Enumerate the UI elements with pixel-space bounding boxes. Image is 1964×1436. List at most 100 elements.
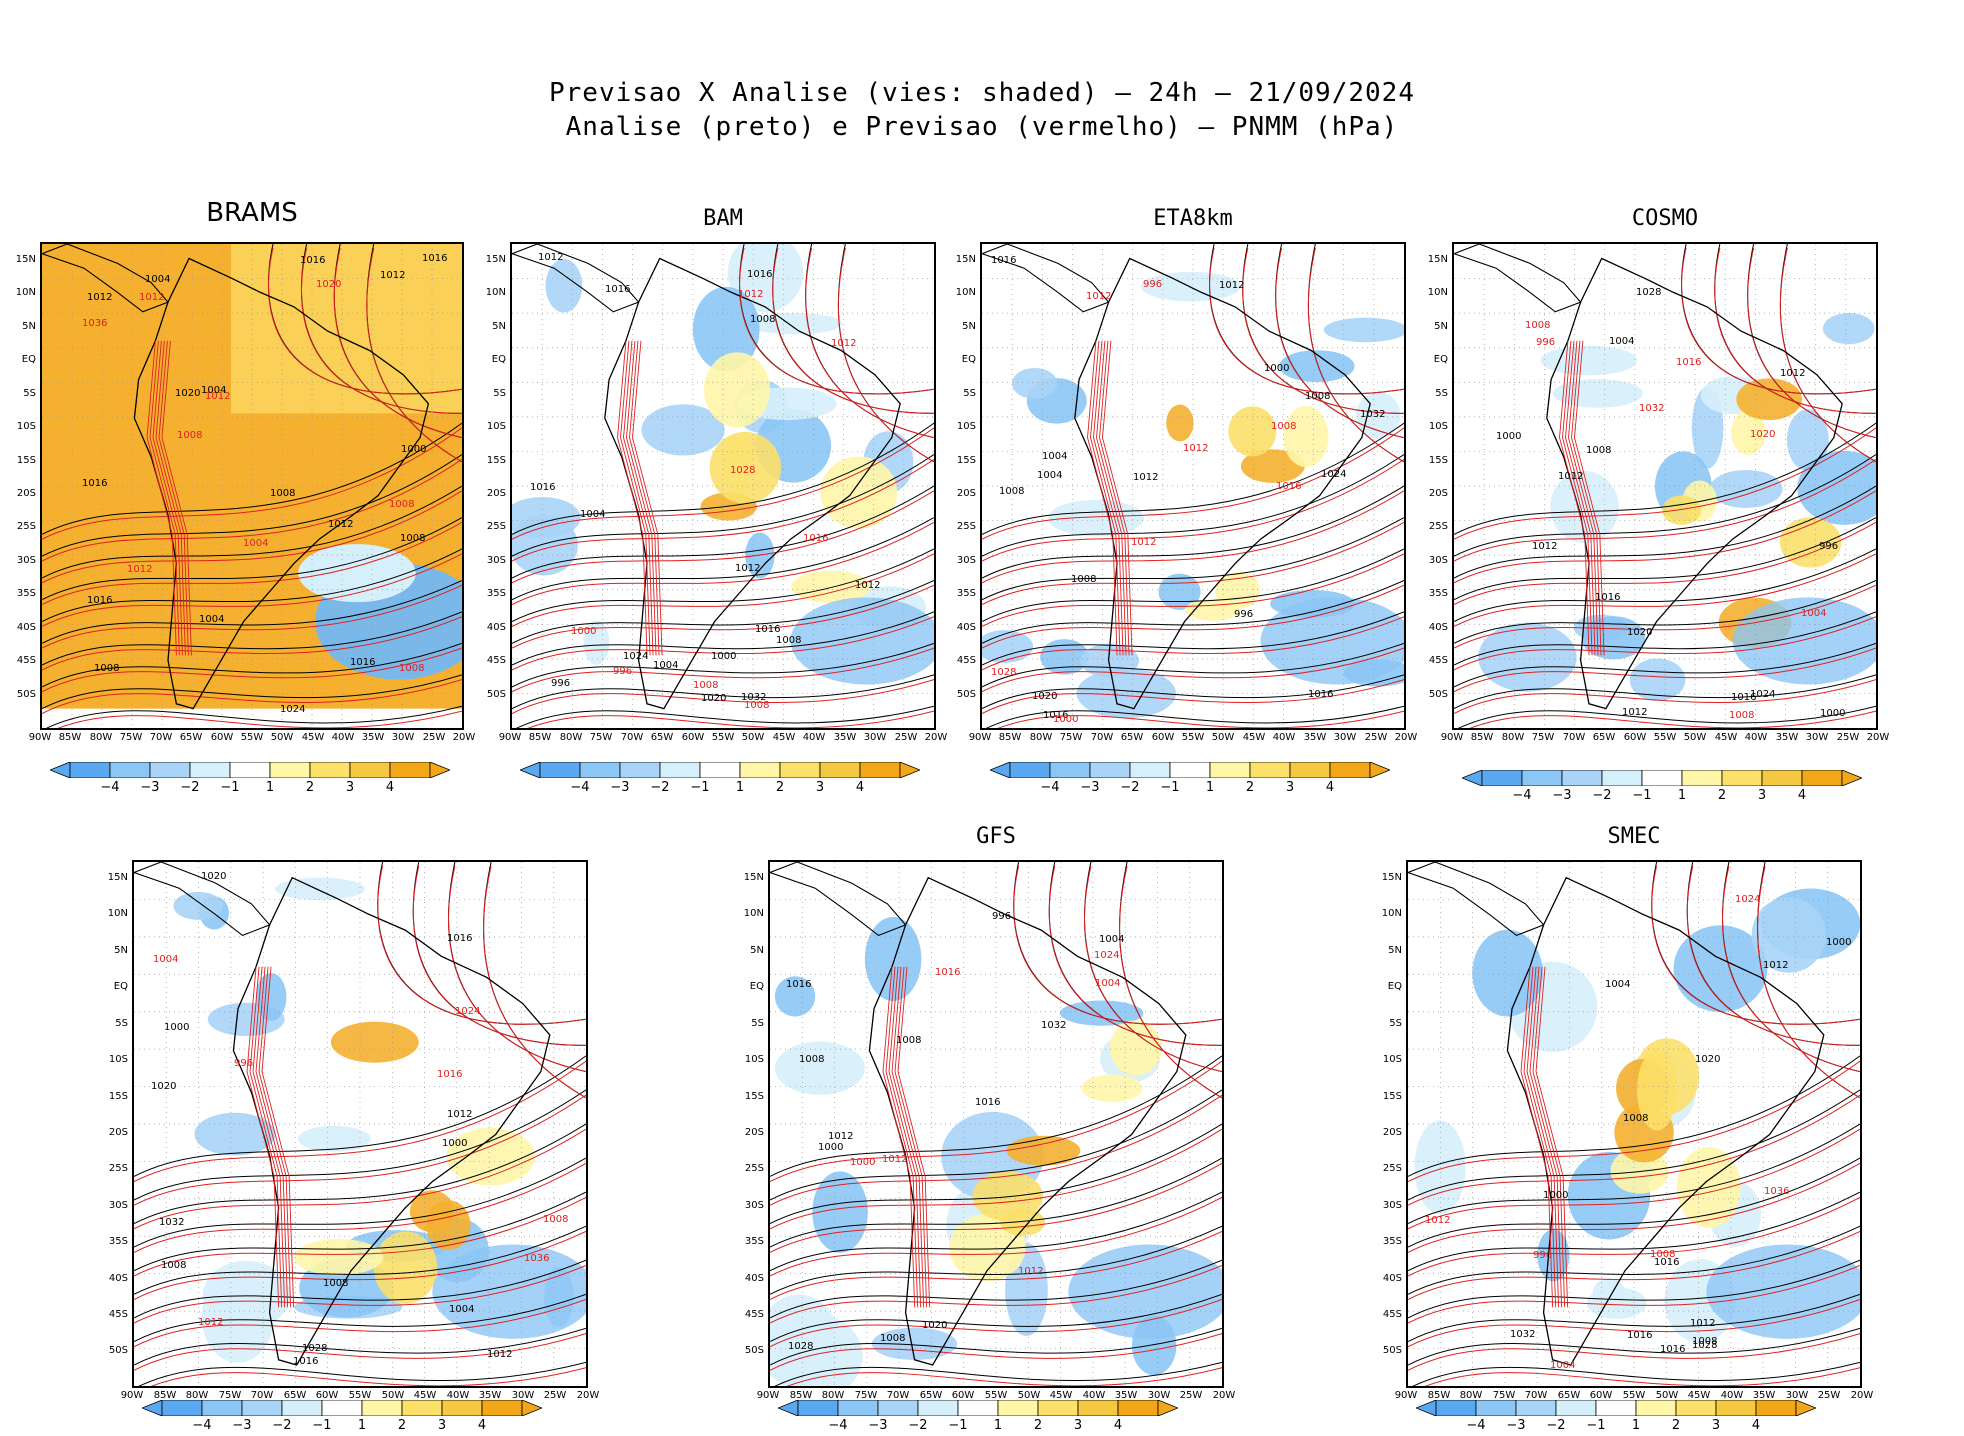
contour-label: 1008 — [744, 700, 770, 711]
colorbar-label: 3 — [437, 1418, 447, 1433]
lat-tick-label: 5N — [750, 945, 764, 956]
contour-label: 1016 — [747, 269, 773, 280]
lon-tick-label: 90W — [120, 1390, 144, 1401]
andes-isobars — [632, 340, 663, 656]
contour-label: 1008 — [1586, 445, 1612, 456]
map-frame: 1008 1012 1016 1020 1024 1028 1032 1016 1012 1008… — [768, 860, 1224, 1388]
colorbar: −4 −3 −2 −1 1 2 3 4 — [1462, 770, 1862, 806]
contour-label: 1000 — [711, 651, 737, 662]
lat-tick-label: 30S — [1428, 555, 1448, 566]
contour-label: 1004 — [1099, 934, 1125, 945]
lon-tick-label: 25W — [1179, 1390, 1203, 1401]
colorbar-label: 2 — [1671, 1418, 1681, 1433]
lon-tick-label: 55W — [348, 1390, 372, 1401]
lon-tick-label: 75W — [1531, 732, 1555, 743]
colorbar-segment — [349, 762, 391, 778]
contour-label: 1004 — [1605, 979, 1631, 990]
contour-label: 1004 — [1042, 451, 1068, 462]
lat-tick-label: 5N — [1434, 321, 1448, 332]
lat-tick-label: EQ — [749, 981, 764, 992]
contour-label: 1024 — [280, 704, 306, 715]
lon-tick-label: 35W — [833, 732, 857, 743]
colorbar-segment — [997, 1400, 1039, 1416]
contour-label: 1000 — [850, 1157, 876, 1168]
lon-tick-label: 50W — [1683, 732, 1707, 743]
colorbar-segment — [1675, 1400, 1717, 1416]
lon-tick-label: 30W — [1147, 1390, 1171, 1401]
lon-tick-label: 90W — [756, 1390, 780, 1401]
lon-tick-label: 65W — [179, 732, 203, 743]
lat-tick-label: 15S — [108, 1091, 128, 1102]
andes-isobars — [891, 966, 925, 1308]
andes-isobars — [261, 966, 295, 1308]
andes-isobars — [252, 966, 286, 1308]
contour-label: 1024 — [623, 651, 649, 662]
colorbar-segment — [1329, 762, 1371, 778]
lon-tick-label: 60W — [315, 1390, 339, 1401]
andes-isobars — [152, 340, 183, 656]
andes-isobars — [1102, 340, 1133, 656]
contour-label: 1012 — [328, 519, 354, 530]
colorbar-label: 2 — [1717, 788, 1727, 803]
colorbar-label: −4 — [1040, 780, 1060, 795]
colorbar-label: 3 — [345, 780, 355, 795]
map-svg — [982, 244, 1404, 728]
lon-tick-label: 90W — [498, 732, 522, 743]
contour-label: 1000 — [442, 1138, 468, 1149]
colorbar-segment — [1801, 770, 1843, 786]
contour-label: 1016 — [755, 624, 781, 635]
lat-tick-label: 10S — [1428, 421, 1448, 432]
contour-label: 1028 — [302, 1343, 328, 1354]
colorbar-segment — [281, 1400, 323, 1416]
andes-isobars — [258, 966, 292, 1308]
lat-tick-label: 50S — [1382, 1345, 1402, 1356]
isobars — [512, 244, 934, 728]
lon-tick-label: 35W — [1752, 1390, 1776, 1401]
lon-tick-label: 60W — [1623, 732, 1647, 743]
contour-label: 1004 — [653, 660, 679, 671]
contour-label: 1008 — [94, 663, 120, 674]
lat-tick-label: 35S — [1428, 588, 1448, 599]
central-america-coastline — [42, 244, 169, 313]
andes-isobars — [158, 340, 189, 656]
contour-label: 1008 — [896, 1035, 922, 1046]
lat-tick-label: 40S — [486, 622, 506, 633]
lon-tick-label: 20W — [1850, 1390, 1874, 1401]
lat-tick-label: 10N — [955, 287, 976, 298]
lat-tick-label: 30S — [956, 555, 976, 566]
contour-label: 1012 — [1131, 537, 1157, 548]
colorbar-segment — [241, 1400, 283, 1416]
lon-tick-label: 55W — [711, 732, 735, 743]
lat-tick-label: 50S — [486, 689, 506, 700]
lon-tick-label: 45W — [1687, 1390, 1711, 1401]
colorbar-label: −4 — [1512, 788, 1532, 803]
lon-tick-label: 30W — [1333, 732, 1357, 743]
contour-label: 1012 — [205, 391, 231, 402]
colorbar-segment — [1037, 1400, 1079, 1416]
colorbar-segment — [619, 762, 661, 778]
lat-tick-label: 10N — [107, 908, 128, 919]
lon-tick-label: 75W — [218, 1390, 242, 1401]
contour-label: 1020 — [922, 1320, 948, 1331]
contour-label: 996 — [1536, 337, 1556, 348]
lon-tick-label: 80W — [1029, 732, 1053, 743]
colorbar-segment — [699, 762, 741, 778]
lat-tick-label: 25S — [108, 1163, 128, 1174]
lon-tick-label: 20W — [1212, 1390, 1236, 1401]
lat-tick-label: 10S — [956, 421, 976, 432]
lon-tick-label: 40W — [331, 732, 355, 743]
andes-isobars — [1093, 340, 1124, 656]
lon-tick-label: 25W — [543, 1390, 567, 1401]
lat-tick-label: 10N — [1381, 908, 1402, 919]
andes-isobars — [1562, 340, 1593, 656]
colorbar-segment — [1435, 1400, 1477, 1416]
contour-label: 1020 — [1032, 691, 1058, 702]
lon-tick-label: 20W — [1394, 732, 1418, 743]
lat-tick-label: EQ — [1433, 354, 1448, 365]
negative-bias-shading — [1260, 597, 1404, 685]
contour-label: 1012 — [1086, 291, 1112, 302]
lat-tick-label: 20S — [1428, 488, 1448, 499]
lat-tick-label: 10S — [486, 421, 506, 432]
lon-tick-label: 90W — [28, 732, 52, 743]
lon-tick-label: 25W — [894, 732, 918, 743]
